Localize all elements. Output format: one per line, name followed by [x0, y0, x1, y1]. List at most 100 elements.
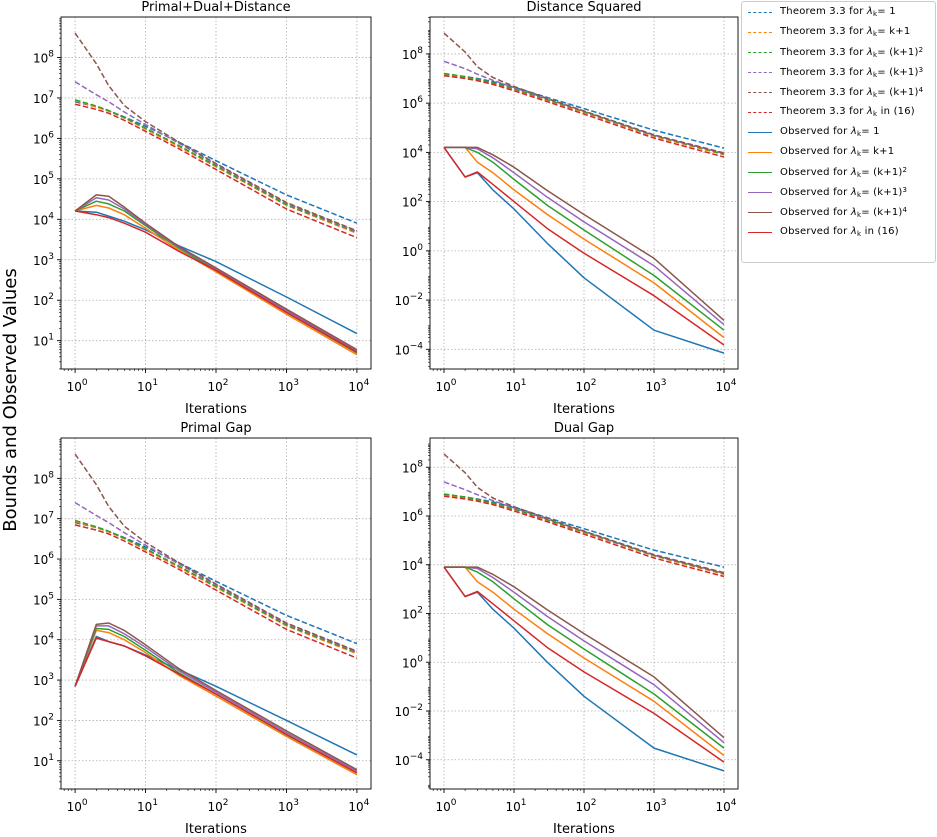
observed-line-5	[444, 566, 725, 739]
x-axis-label: Iterations	[185, 402, 247, 417]
legend-line-swatch	[748, 71, 772, 73]
observed-line-5	[444, 146, 725, 321]
subplot-3: 100 101 102 103 104 101 102 103 104 105 106 107 108 P…	[33, 421, 372, 837]
y-tick-label: 103	[33, 252, 54, 268]
series-group	[74, 32, 358, 356]
subplot-title: Dual Gap	[554, 421, 614, 436]
x-tick-label: 101	[137, 798, 158, 814]
legend-item: Observed for λk= (k+1)2	[748, 162, 907, 182]
y-tick-label: 10−2	[394, 703, 423, 719]
subplot-1: 100 101 102 103 104 101 102 103 104 105 106 107 108 P…	[33, 0, 372, 417]
observed-line-4	[74, 625, 358, 772]
legend-label: Observed for λk= (k+1)4	[780, 205, 908, 219]
legend-item: Observed for λk in (16)	[748, 222, 899, 242]
legend-line-swatch	[748, 31, 772, 33]
bound-line-5	[443, 32, 725, 154]
subplot-2: 100 101 102 103 104 10−4 10−2 100 102 104 106 108 Di…	[394, 0, 739, 417]
legend-item: Theorem 3.3 for λk= (k+1)3	[748, 62, 923, 82]
x-tick-label: 103	[645, 378, 666, 394]
legend-label: Theorem 3.3 for λk= 1	[780, 6, 896, 18]
observed-line-6	[443, 566, 725, 763]
y-tick-label: 106	[402, 95, 423, 111]
legend-line-swatch	[748, 91, 772, 93]
minor-ticks	[59, 18, 354, 371]
x-axis-label: Iterations	[553, 402, 615, 417]
legend-label: Observed for λk in (16)	[780, 226, 899, 238]
y-tick-label: 108	[402, 459, 423, 475]
x-tick-label: 104	[715, 798, 736, 814]
y-tick-label: 106	[402, 508, 423, 524]
legend-line-swatch	[748, 231, 772, 233]
bound-line-3	[443, 493, 725, 575]
bound-line-5	[74, 453, 358, 652]
legend-label: Theorem 3.3 for λk= (k+1)4	[780, 85, 924, 99]
grid	[430, 438, 738, 789]
grid	[430, 17, 738, 369]
bound-line-6	[443, 74, 725, 158]
x-tick-label: 102	[575, 378, 596, 394]
series-group	[443, 32, 725, 354]
legend-line-swatch	[748, 111, 772, 113]
y-tick-label: 102	[402, 194, 423, 210]
bound-line-5	[74, 32, 358, 232]
legend-line-swatch	[748, 151, 772, 153]
y-tick-label: 108	[33, 49, 54, 65]
x-axis-label: Iterations	[553, 822, 615, 837]
bound-line-3	[74, 99, 358, 233]
observed-line-2	[444, 566, 725, 757]
legend-line-swatch	[748, 51, 772, 53]
legend-line-swatch	[748, 211, 772, 213]
series-group	[74, 453, 358, 776]
x-tick-label: 100	[435, 378, 456, 394]
legend-line-swatch	[748, 171, 772, 173]
subplot-title: Primal+Dual+Distance	[141, 0, 290, 15]
y-tick-label: 100	[402, 654, 423, 670]
y-tick-label: 108	[33, 470, 54, 486]
y-tick-label: 104	[33, 211, 54, 227]
observed-line-4	[74, 197, 358, 352]
y-tick-label: 102	[33, 712, 54, 728]
legend-line-swatch	[748, 131, 772, 133]
y-tick-label: 105	[33, 591, 54, 607]
x-tick-label: 103	[278, 798, 299, 814]
x-tick-label: 101	[505, 378, 526, 394]
legend-line-swatch	[748, 191, 772, 193]
y-tick-label: 10−4	[394, 752, 423, 768]
x-tick-label: 104	[715, 378, 736, 394]
legend-item: Theorem 3.3 for λk in (16)	[748, 102, 915, 122]
bound-line-4	[74, 81, 358, 233]
x-tick-label: 102	[575, 798, 596, 814]
minor-ticks	[59, 439, 354, 791]
observed-line-5	[74, 194, 358, 351]
minor-ticks	[428, 443, 722, 791]
observed-line-3	[444, 146, 725, 331]
x-axis-label: Iterations	[185, 822, 247, 837]
bound-line-4	[443, 60, 725, 155]
x-tick-label: 103	[278, 378, 299, 394]
x-tick-label: 102	[207, 798, 228, 814]
x-tick-label: 102	[207, 378, 228, 394]
y-tick-label: 105	[33, 171, 54, 187]
observed-line-1	[75, 210, 358, 335]
y-tick-label: 107	[33, 511, 54, 527]
y-tick-label: 104	[33, 632, 54, 648]
legend-label: Observed for λk= 1	[780, 126, 880, 138]
legend-label: Theorem 3.3 for λk= k+1	[780, 26, 911, 38]
y-tick-label: 107	[33, 90, 54, 106]
y-tick-label: 104	[402, 557, 423, 573]
y-tick-label: 102	[33, 292, 54, 308]
y-tick-label: 106	[33, 551, 54, 567]
legend-line-swatch	[748, 11, 772, 13]
legend-item: Observed for λk= 1	[748, 122, 880, 142]
y-tick-label: 101	[33, 333, 54, 349]
legend-label: Observed for λk= (k+1)3	[780, 185, 908, 199]
legend-item: Observed for λk= k+1	[748, 142, 894, 162]
observed-line-2	[74, 629, 358, 776]
subplot-4: 100 101 102 103 104 10−4 10−2 100 102 104 106 108 Du…	[394, 421, 739, 837]
bound-line-4	[443, 481, 725, 574]
subplot-title: Distance Squared	[527, 0, 642, 15]
x-tick-label: 101	[137, 378, 158, 394]
observed-line-3	[444, 566, 725, 749]
observed-line-6	[74, 210, 358, 353]
